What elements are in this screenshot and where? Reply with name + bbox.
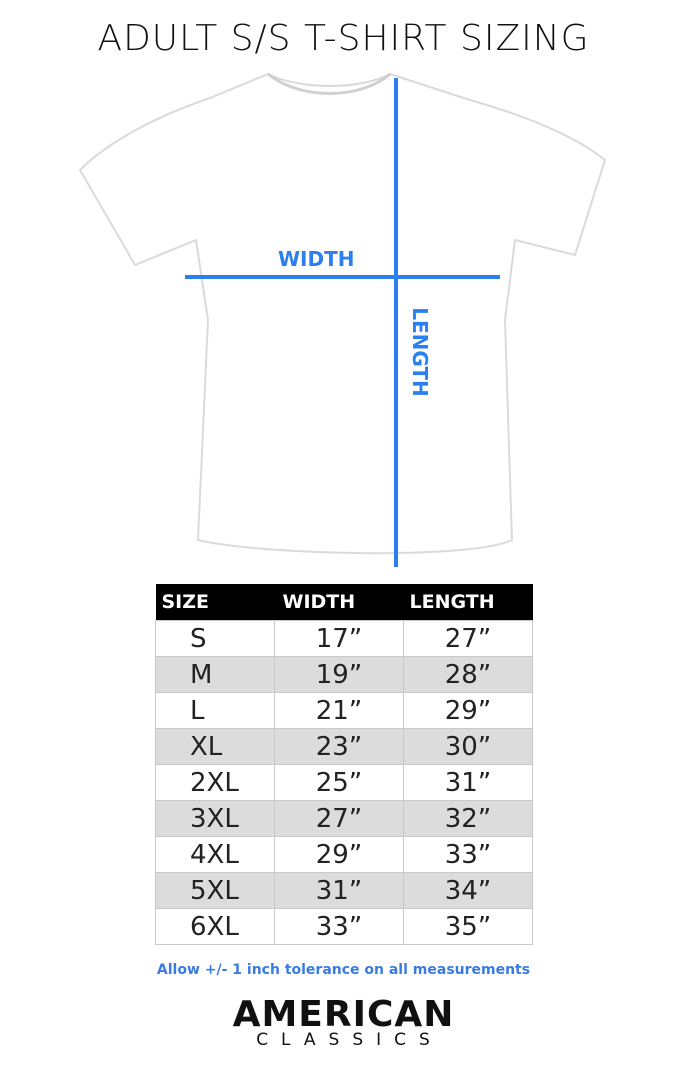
- logo-line1: AMERICAN: [232, 994, 455, 1035]
- table-row: 4XL 29” 33”: [155, 836, 533, 873]
- table-row: 3XL 27” 32”: [155, 800, 533, 837]
- size-chart-table: SIZE WIDTH LENGTH S 17” 27” M 19” 28” L 21” 29” X…: [155, 584, 533, 945]
- cell-length: 32”: [403, 800, 533, 837]
- cell-length: 27”: [403, 620, 533, 657]
- cell-width: 29”: [274, 836, 404, 873]
- cell-length: 35”: [403, 908, 533, 945]
- cell-width: 27”: [274, 800, 404, 837]
- header-width: WIDTH: [274, 584, 404, 621]
- cell-size: L: [155, 692, 275, 729]
- cell-length: 29”: [403, 692, 533, 729]
- length-label: LENGTH: [408, 307, 432, 397]
- table-header-row: SIZE WIDTH LENGTH: [155, 584, 533, 621]
- logo-line2: CLASSICS: [256, 1030, 443, 1050]
- cell-width: 19”: [274, 656, 404, 693]
- header-size: SIZE: [155, 584, 275, 621]
- cell-width: 25”: [274, 764, 404, 801]
- cell-length: 30”: [403, 728, 533, 765]
- cell-length: 31”: [403, 764, 533, 801]
- table-row: XL 23” 30”: [155, 728, 533, 765]
- cell-size: 5XL: [155, 872, 275, 909]
- cell-length: 34”: [403, 872, 533, 909]
- header-length: LENGTH: [403, 584, 533, 621]
- width-label: WIDTH: [278, 247, 355, 271]
- cell-width: 23”: [274, 728, 404, 765]
- table-row: S 17” 27”: [155, 620, 533, 657]
- cell-size: 2XL: [155, 764, 275, 801]
- cell-size: M: [155, 656, 275, 693]
- table-row: 5XL 31” 34”: [155, 872, 533, 909]
- cell-width: 21”: [274, 692, 404, 729]
- tshirt-image: [78, 72, 607, 555]
- table-row: M 19” 28”: [155, 656, 533, 693]
- cell-length: 33”: [403, 836, 533, 873]
- cell-width: 17”: [274, 620, 404, 657]
- tolerance-note: Allow +/- 1 inch tolerance on all measur…: [156, 962, 531, 978]
- cell-size: S: [155, 620, 275, 657]
- table-row: L 21” 29”: [155, 692, 533, 729]
- table-row: 6XL 33” 35”: [155, 908, 533, 945]
- cell-width: 31”: [274, 872, 404, 909]
- cell-width: 33”: [274, 908, 404, 945]
- table-row: 2XL 25” 31”: [155, 764, 533, 801]
- tshirt-diagram: [78, 72, 607, 567]
- page-title: ADULT S/S T-SHIRT SIZING: [97, 18, 590, 59]
- cell-size: XL: [155, 728, 275, 765]
- cell-size: 4XL: [155, 836, 275, 873]
- cell-size: 3XL: [155, 800, 275, 837]
- cell-size: 6XL: [155, 908, 275, 945]
- cell-length: 28”: [403, 656, 533, 693]
